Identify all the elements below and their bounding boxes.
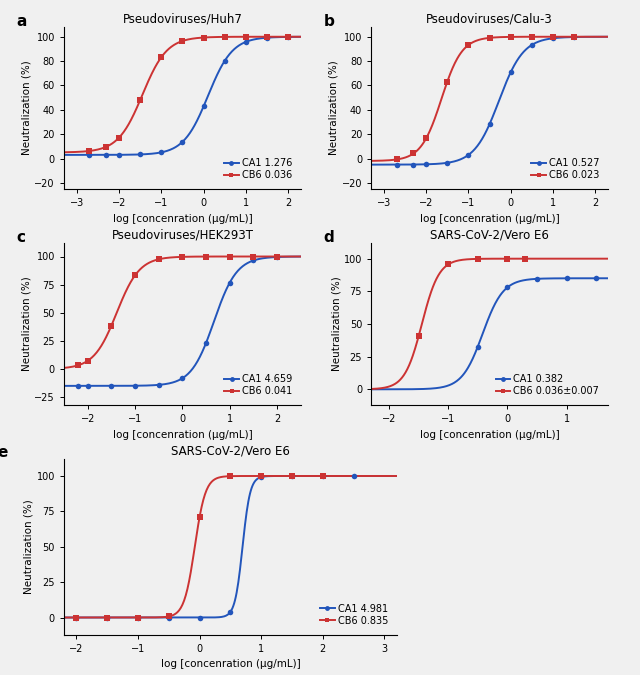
- Text: c: c: [17, 230, 26, 245]
- Title: SARS-CoV-2/Vero E6: SARS-CoV-2/Vero E6: [171, 445, 290, 458]
- Legend: CA1 4.659, CB6 0.041: CA1 4.659, CB6 0.041: [220, 371, 296, 400]
- X-axis label: log [concenration (μg/mL)]: log [concenration (μg/mL)]: [113, 213, 252, 223]
- X-axis label: log [concenration (μg/mL)]: log [concenration (μg/mL)]: [420, 429, 559, 439]
- Y-axis label: Neutralization (%): Neutralization (%): [24, 500, 34, 594]
- Title: SARS-CoV-2/Vero E6: SARS-CoV-2/Vero E6: [430, 229, 549, 242]
- Legend: CA1 4.981, CB6 0.835: CA1 4.981, CB6 0.835: [316, 600, 392, 630]
- Legend: CA1 0.527, CB6 0.023: CA1 0.527, CB6 0.023: [527, 155, 603, 184]
- X-axis label: log [concenration (μg/mL)]: log [concenration (μg/mL)]: [113, 429, 252, 439]
- Y-axis label: Neutralization (%): Neutralization (%): [329, 61, 339, 155]
- Text: b: b: [324, 14, 335, 29]
- Y-axis label: Neutralization (%): Neutralization (%): [22, 277, 31, 371]
- Title: Pseudoviruses/Huh7: Pseudoviruses/Huh7: [122, 13, 243, 26]
- Legend: CA1 1.276, CB6 0.036: CA1 1.276, CB6 0.036: [220, 155, 296, 184]
- Legend: CA1 0.382, CB6 0.036±0.007: CA1 0.382, CB6 0.036±0.007: [492, 371, 603, 400]
- Text: a: a: [17, 14, 27, 29]
- Y-axis label: Neutralization (%): Neutralization (%): [331, 277, 341, 371]
- Title: Pseudoviruses/Calu-3: Pseudoviruses/Calu-3: [426, 13, 553, 26]
- Y-axis label: Neutralization (%): Neutralization (%): [22, 61, 32, 155]
- X-axis label: log [concenration (μg/mL)]: log [concenration (μg/mL)]: [161, 659, 300, 669]
- Title: Pseudoviruses/HEK293T: Pseudoviruses/HEK293T: [111, 229, 253, 242]
- Text: d: d: [324, 230, 335, 245]
- X-axis label: log [concenration (μg/mL)]: log [concenration (μg/mL)]: [420, 213, 559, 223]
- Text: e: e: [0, 445, 8, 460]
